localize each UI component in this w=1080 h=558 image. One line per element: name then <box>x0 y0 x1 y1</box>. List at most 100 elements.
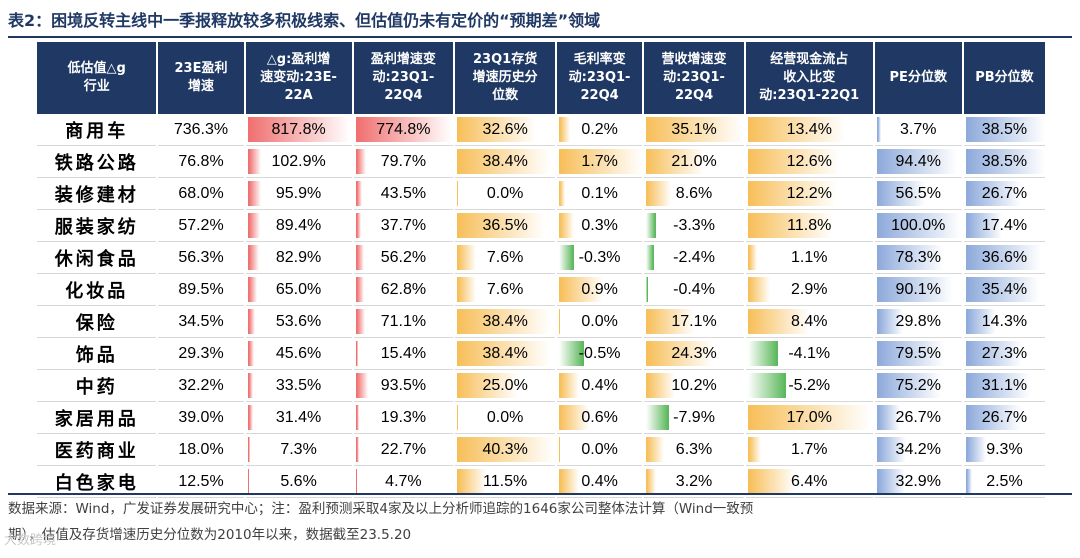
data-bar <box>646 277 649 302</box>
value-text: 43.5% <box>380 184 427 202</box>
value-text: 24.3% <box>671 344 717 362</box>
value-text: 6.3% <box>675 440 713 458</box>
data-bar <box>558 341 584 366</box>
column-header-5: 毛利率变 动:23Q1- 22Q4 <box>555 42 645 114</box>
data-bar <box>965 181 1021 206</box>
value-cell: 0.2% <box>555 114 645 146</box>
value-cell: 76.8% <box>157 145 246 178</box>
value-cell: 0.3% <box>555 209 645 242</box>
value-cell: 95.9% <box>244 177 354 210</box>
data-bar <box>355 117 453 142</box>
industry-cell: 商用车 <box>37 114 159 146</box>
value-text: 34.5% <box>178 312 224 330</box>
table-row: 家居用品 39.0% 31.4% 19.3% 0.0% 0.6% -7.9% 17.0% 26.… <box>37 401 1048 434</box>
value-cell: 11.5% <box>454 465 557 498</box>
value-text: 817.8% <box>271 120 326 138</box>
header-row: 低估值△g 行业 23E盈利 增速 △g:盈利增 速变动:23E- 22A 盈利增速变 动:23… <box>37 42 1048 114</box>
column-header-1: 23E盈利 增速 <box>157 42 246 114</box>
value-text: 12.5% <box>178 472 224 490</box>
value-cell: 7.6% <box>454 273 557 306</box>
value-text: 57.2% <box>178 216 224 234</box>
data-bar <box>965 277 1039 302</box>
value-cell: 21.0% <box>643 145 746 178</box>
data-bar <box>457 309 550 334</box>
value-text: 9.3% <box>986 440 1023 458</box>
value-cell: 56.2% <box>352 241 456 274</box>
value-text: 79.5% <box>895 344 941 362</box>
value-cell: 68.0% <box>157 177 246 210</box>
value-text: 0.4% <box>581 472 618 490</box>
value-text: 11.8% <box>787 216 832 234</box>
data-bar <box>457 149 550 174</box>
data-bar <box>965 405 1021 430</box>
value-text: 25.0% <box>482 376 528 394</box>
value-text: 21.0% <box>671 152 717 170</box>
value-text: 26.7% <box>981 408 1028 426</box>
data-bar <box>355 277 365 302</box>
value-text: 736.3% <box>173 120 229 138</box>
industry-cell: 服装家纺 <box>37 209 159 242</box>
data-bar <box>457 245 477 270</box>
value-text: 56.3% <box>178 248 224 266</box>
data-bar <box>965 117 1045 142</box>
value-text: 26.7% <box>981 184 1028 202</box>
column-header-0: 低估值△g 行业 <box>37 42 159 114</box>
data-bar <box>646 181 671 206</box>
value-text: 7.6% <box>486 248 524 266</box>
value-cell: 82.9% <box>244 241 354 274</box>
value-text: 68.0% <box>178 184 224 202</box>
data-bar <box>558 373 580 398</box>
value-text: 19.3% <box>380 408 427 426</box>
data-bar <box>355 469 358 494</box>
value-cell: 26.7% <box>962 401 1048 434</box>
value-text: -0.5% <box>578 344 621 362</box>
value-text: 76.8% <box>178 152 224 170</box>
value-cell: 102.9% <box>244 145 354 178</box>
value-cell: 5.6% <box>244 465 354 498</box>
value-cell: -0.4% <box>643 273 746 306</box>
value-cell: 15.4% <box>352 337 456 370</box>
value-text: 7.6% <box>486 280 524 298</box>
data-bar <box>747 341 779 366</box>
data-bar <box>965 469 972 494</box>
value-cell: 57.2% <box>157 209 246 242</box>
value-text: 1.7% <box>791 440 828 458</box>
value-cell: 31.1% <box>962 369 1048 402</box>
value-cell: -0.5% <box>555 337 645 370</box>
value-text: 90.1% <box>895 280 941 298</box>
value-cell: 12.6% <box>744 145 875 178</box>
value-text: 27.3% <box>981 344 1028 362</box>
data-bar <box>355 373 369 398</box>
data-bar <box>457 405 459 430</box>
value-text: 0.1% <box>581 184 618 202</box>
value-cell: 2.5% <box>962 465 1048 498</box>
data-bar <box>355 149 367 174</box>
value-text: -5.2% <box>788 376 831 394</box>
value-cell: 79.7% <box>352 145 456 178</box>
value-cell: 0.4% <box>555 369 645 402</box>
value-cell: 9.3% <box>962 433 1048 466</box>
value-cell: 19.3% <box>352 401 456 434</box>
value-text: 10.2% <box>671 376 717 394</box>
column-header-9: PB分位数 <box>962 42 1048 114</box>
data-bar <box>646 437 665 462</box>
value-text: 65.0% <box>275 280 322 298</box>
value-cell: 12.5% <box>157 465 246 498</box>
source-note-line1: 数据来源：Wind，广发证券发展研究中心；注：盈利预测采取4家及以上分析师追踪的… <box>8 501 754 517</box>
value-cell: 6.3% <box>643 433 746 466</box>
data-bar <box>965 149 1045 174</box>
value-cell: 7.3% <box>244 433 354 466</box>
value-text: 0.9% <box>581 280 618 298</box>
data-bar <box>646 373 675 398</box>
value-text: 38.4% <box>482 344 528 362</box>
value-cell: 0.4% <box>555 465 645 498</box>
data-bar <box>558 405 589 430</box>
data-bar <box>646 469 656 494</box>
value-text: 6.4% <box>791 472 828 490</box>
data-bar <box>457 117 536 142</box>
value-cell: 8.4% <box>744 305 875 338</box>
data-bar <box>558 213 575 238</box>
value-cell: 12.2% <box>744 177 875 210</box>
data-bar <box>457 469 486 494</box>
value-text: 75.2% <box>895 376 941 394</box>
